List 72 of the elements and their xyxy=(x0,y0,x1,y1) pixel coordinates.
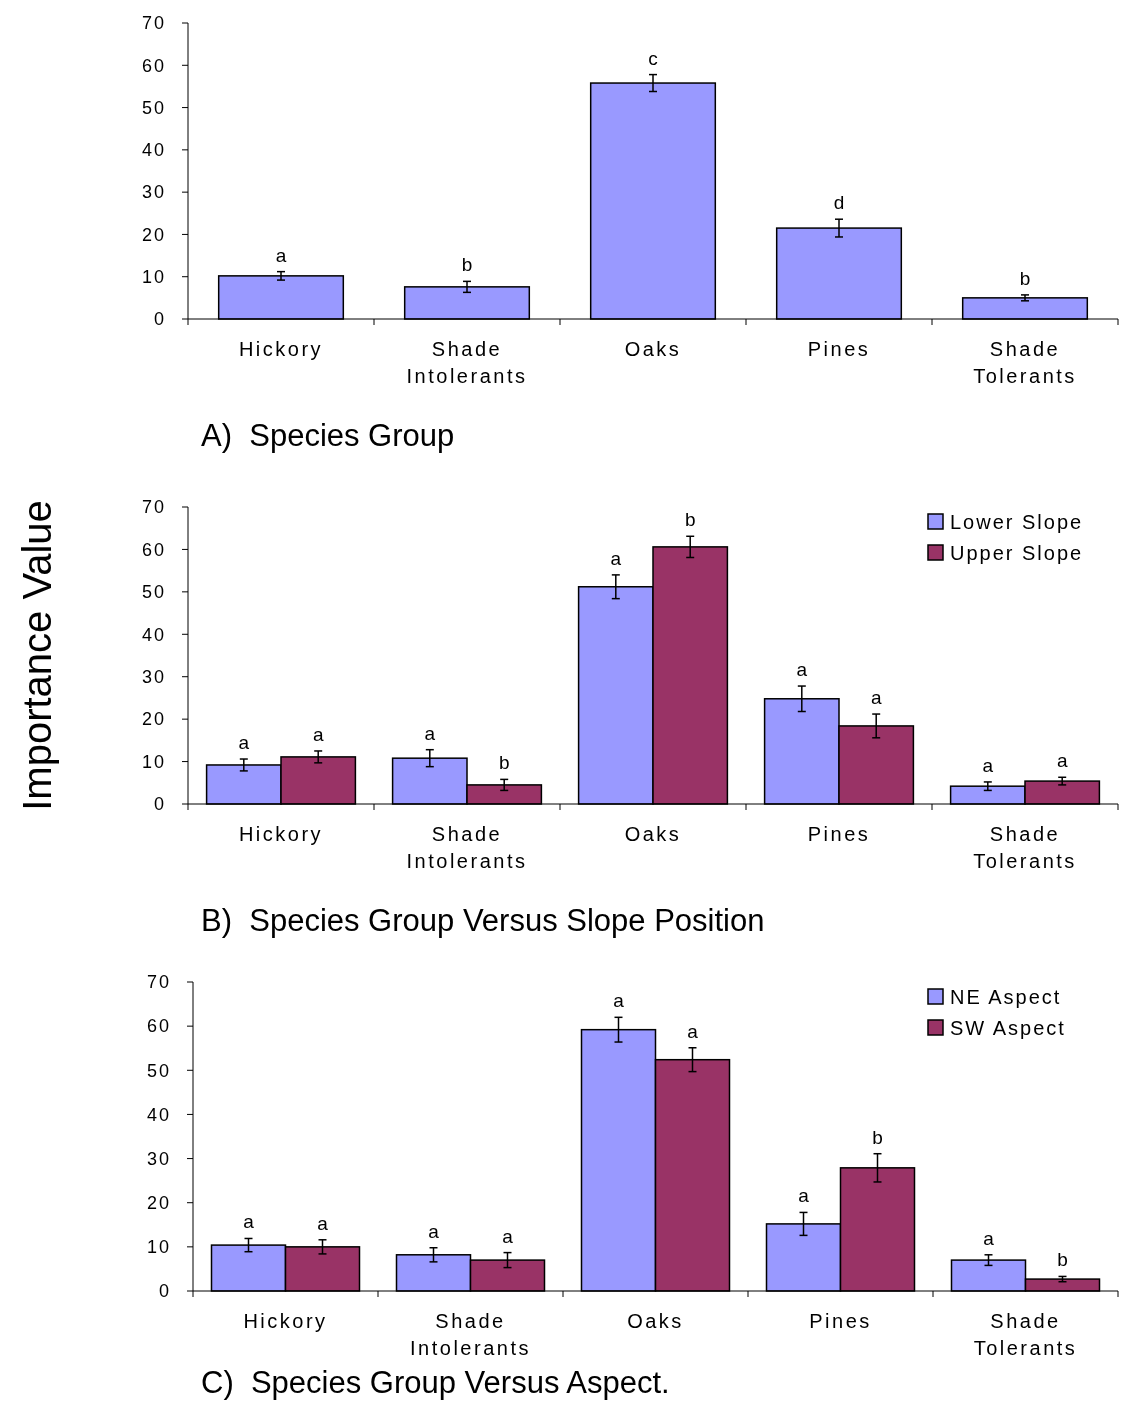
legend-label: Lower Slope xyxy=(950,511,1084,533)
y-tick-label: 0 xyxy=(153,309,166,330)
x-tick-label: Shade Tolerants xyxy=(973,823,1077,872)
x-tick-label: Hickory xyxy=(238,823,324,845)
y-tick-label: 50 xyxy=(141,582,166,603)
x-tick-label: Pines xyxy=(807,338,871,360)
annotation: a xyxy=(687,1020,699,1042)
y-tick-label: 60 xyxy=(141,539,166,560)
annotation: a xyxy=(275,244,287,266)
annotation: a xyxy=(424,722,436,744)
x-tick-label: Hickory xyxy=(238,338,324,360)
text: C) Species Group Versus Aspect. xyxy=(201,1365,670,1400)
y-tick-label: 30 xyxy=(141,182,166,203)
x-tick-label: Hickory xyxy=(243,1310,328,1332)
annotation: b xyxy=(1057,1249,1068,1271)
annotation: a xyxy=(870,687,882,709)
y-tick-label: 0 xyxy=(153,794,166,815)
annotation: d xyxy=(833,192,845,214)
y-tick-label: 50 xyxy=(146,1060,171,1081)
x-tick-label: Shade Intolerants xyxy=(406,823,528,872)
y-tick-label: 40 xyxy=(141,624,166,645)
y-tick-label: 20 xyxy=(146,1193,171,1214)
annotation: b xyxy=(461,254,473,276)
x-tick-label: Shade Intolerants xyxy=(406,338,528,387)
annotation: a xyxy=(243,1211,255,1233)
legend-label: NE Aspect xyxy=(950,986,1062,1008)
x-tick-label: Shade Tolerants xyxy=(973,338,1077,387)
x-tick-label: Shade Tolerants xyxy=(973,1310,1078,1359)
legend-label: SW Aspect xyxy=(950,1017,1066,1039)
annotation: b xyxy=(1019,267,1031,289)
y-tick-label: 60 xyxy=(141,55,166,76)
annotation: a xyxy=(238,732,250,754)
annotation: a xyxy=(502,1225,514,1247)
x-tick-label: Pines xyxy=(807,823,871,845)
annotation: a xyxy=(1056,750,1068,772)
y-tick-label: 0 xyxy=(158,1281,171,1302)
y-tick-label: 20 xyxy=(141,709,166,730)
x-tick-label: Oaks xyxy=(627,1310,684,1332)
annotation: b xyxy=(872,1126,883,1148)
text: B) Species Group Versus Slope Position xyxy=(201,903,765,938)
text: A) Species Group xyxy=(201,418,455,453)
annotation: a xyxy=(983,1227,995,1249)
y-tick-label: 40 xyxy=(141,140,166,161)
y-tick-label: 70 xyxy=(141,13,166,34)
annotation: b xyxy=(684,509,696,531)
x-tick-label: Oaks xyxy=(624,338,682,360)
y-tick-label: 30 xyxy=(146,1148,171,1169)
annotation: a xyxy=(982,754,994,776)
annotation: a xyxy=(613,990,625,1012)
x-tick-label: Oaks xyxy=(624,823,682,845)
legend-label: Upper Slope xyxy=(950,542,1084,564)
annotation: b xyxy=(498,752,510,774)
x-tick-label: Shade Intolerants xyxy=(410,1310,531,1359)
y-tick-label: 70 xyxy=(146,972,171,993)
y-tick-label: 40 xyxy=(146,1104,171,1125)
y-tick-label: 60 xyxy=(146,1016,171,1037)
annotation: a xyxy=(798,1185,810,1207)
annotation: a xyxy=(312,723,324,745)
y-tick-label: 70 xyxy=(141,497,166,518)
y-tick-label: 10 xyxy=(146,1237,171,1258)
y-tick-label: 50 xyxy=(141,97,166,118)
x-tick-label: Pines xyxy=(809,1310,872,1332)
y-tick-label: 20 xyxy=(141,224,166,245)
annotation: a xyxy=(610,547,622,569)
annotation: c xyxy=(648,47,658,69)
annotation: a xyxy=(428,1220,440,1242)
y-tick-label: 10 xyxy=(141,267,166,288)
annotation: a xyxy=(317,1212,329,1234)
annotation: a xyxy=(796,659,808,681)
y-tick-label: 30 xyxy=(141,667,166,688)
y-axis-title: Importance Value xyxy=(15,500,59,811)
y-tick-label: 10 xyxy=(141,751,166,772)
